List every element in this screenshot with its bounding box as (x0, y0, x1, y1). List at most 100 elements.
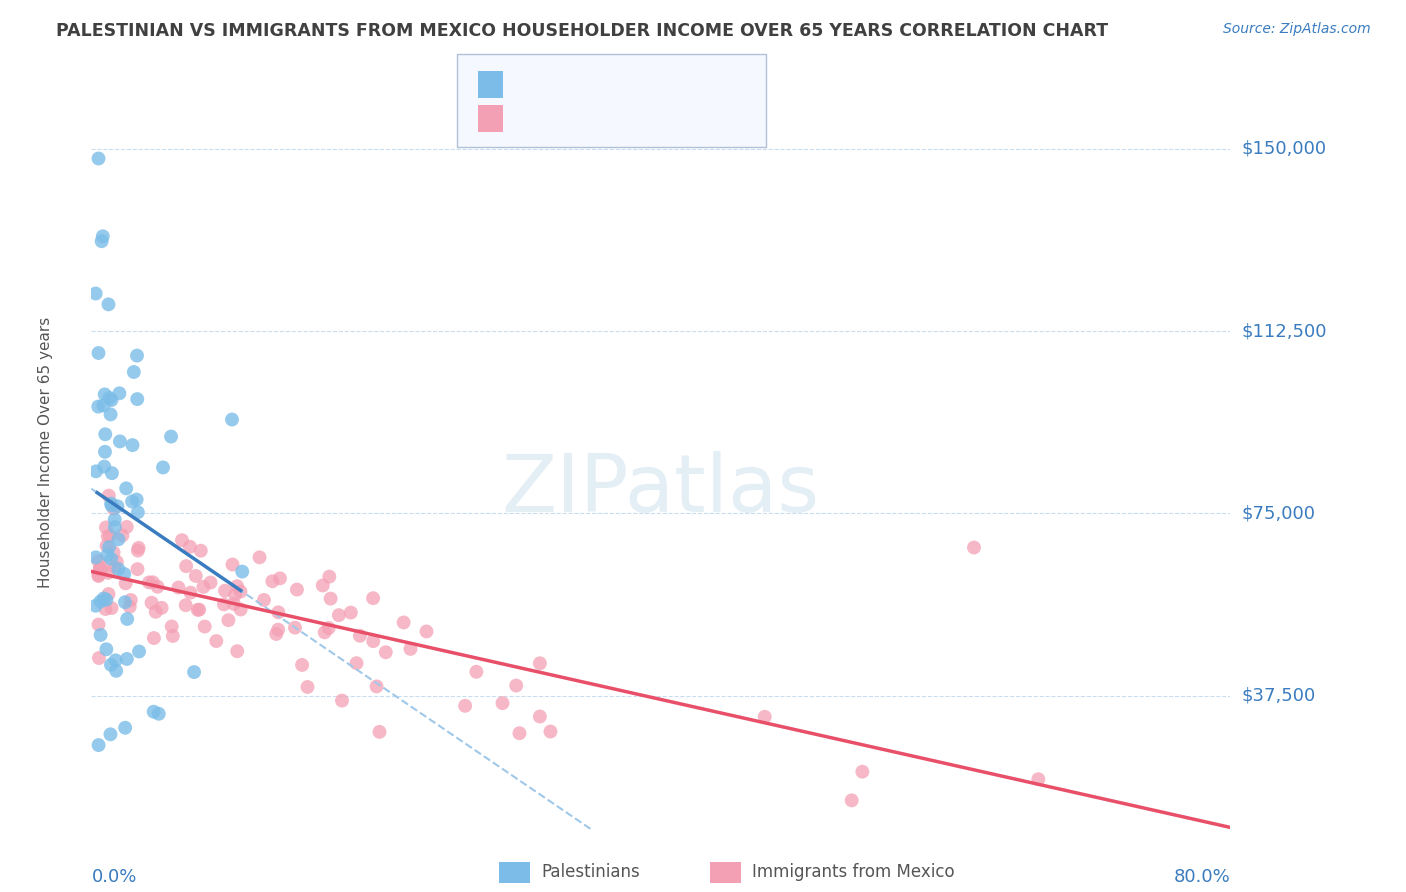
Point (127, 543, 149, 558)
Point (111, 528, 134, 542)
Point (841, 793, 863, 807)
Point (194, 619, 217, 633)
Point (118, 599, 141, 614)
Point (226, 644, 249, 658)
Text: Source: ZipAtlas.com: Source: ZipAtlas.com (1223, 22, 1371, 37)
Point (253, 593, 276, 607)
Point (84, 599, 107, 613)
Point (465, 665, 488, 679)
Text: $75,000: $75,000 (1241, 505, 1316, 523)
Point (160, 429, 183, 443)
Point (167, 581, 190, 595)
Point (104, 512, 127, 526)
Text: Palestinians: Palestinians (541, 863, 640, 881)
Point (108, 434, 131, 449)
Text: $37,500: $37,500 (1241, 687, 1316, 705)
Point (188, 602, 211, 616)
Text: -0.694: -0.694 (544, 110, 598, 128)
Point (107, 562, 129, 576)
Point (107, 533, 129, 547)
Point (297, 680, 319, 694)
Point (105, 555, 128, 569)
Point (142, 631, 165, 645)
Point (84, 464, 107, 478)
Point (190, 543, 212, 558)
Point (374, 645, 396, 659)
Text: ZIPatlas: ZIPatlas (502, 451, 820, 529)
Point (103, 545, 125, 559)
Point (214, 583, 236, 598)
Point (100, 657, 122, 672)
Point (87, 617, 110, 632)
Point (179, 540, 201, 554)
Point (127, 392, 149, 406)
Point (142, 575, 165, 590)
Text: N=: N= (619, 76, 650, 94)
Text: 105: 105 (644, 110, 675, 128)
Point (104, 520, 127, 534)
Point (529, 709, 551, 723)
Point (267, 623, 290, 637)
Point (87, 738, 110, 752)
Point (226, 579, 249, 593)
Point (87, 568, 110, 582)
Point (94, 427, 117, 442)
Point (529, 657, 551, 671)
Point (392, 615, 415, 630)
Point (112, 566, 135, 581)
Point (91, 560, 114, 574)
Point (249, 550, 271, 565)
Point (90, 628, 112, 642)
Point (104, 560, 127, 574)
Point (284, 621, 307, 635)
Point (318, 621, 340, 635)
Point (361, 591, 384, 606)
Point (312, 578, 335, 592)
Point (205, 634, 228, 648)
Point (100, 601, 122, 615)
Point (93, 459, 115, 474)
Point (340, 606, 363, 620)
Point (318, 569, 340, 583)
Point (330, 693, 353, 707)
Text: -0.047: -0.047 (544, 76, 598, 94)
Point (366, 680, 388, 694)
Point (193, 580, 215, 594)
Point (508, 726, 530, 740)
Point (97, 297, 120, 311)
Point (96, 539, 118, 553)
Point (229, 584, 252, 599)
Point (93, 387, 115, 401)
Point (187, 603, 209, 617)
Point (319, 591, 342, 606)
Point (100, 551, 122, 566)
Point (285, 582, 308, 597)
Point (221, 558, 243, 572)
Point (505, 679, 527, 693)
Point (93, 399, 115, 413)
Point (361, 634, 384, 648)
Point (162, 629, 184, 643)
Point (89, 562, 111, 576)
Point (454, 698, 477, 713)
Point (103, 501, 125, 516)
Point (328, 608, 350, 623)
Point (87, 152, 110, 166)
Point (142, 705, 165, 719)
Text: Householder Income Over 65 years: Householder Income Over 65 years (38, 317, 53, 589)
Point (100, 408, 122, 422)
Point (267, 605, 290, 619)
Point (540, 724, 562, 739)
Point (346, 656, 368, 670)
Point (125, 492, 148, 507)
Point (114, 595, 136, 609)
Text: R =: R = (513, 76, 550, 94)
Text: 0.0%: 0.0% (91, 869, 136, 887)
Point (754, 710, 776, 724)
Point (180, 585, 202, 599)
Point (224, 587, 246, 601)
Text: 80.0%: 80.0% (1174, 869, 1230, 887)
Point (125, 349, 148, 363)
Point (128, 541, 150, 555)
Point (399, 641, 422, 656)
